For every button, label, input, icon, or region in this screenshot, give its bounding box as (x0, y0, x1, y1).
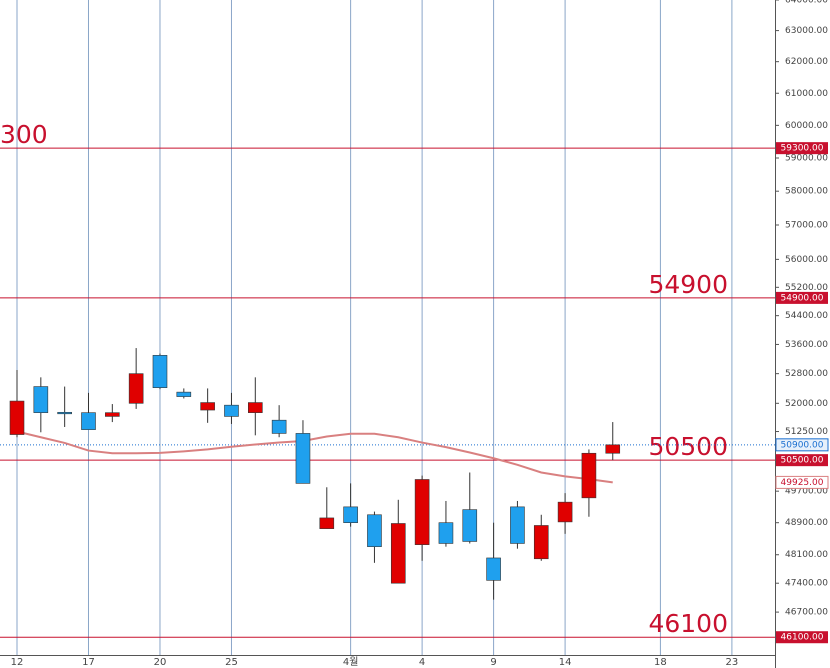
y-tick-label: 58000.00 (785, 187, 828, 197)
candle-body (605, 444, 621, 454)
candle-body (319, 517, 335, 529)
candle-body (295, 433, 311, 484)
price-tag-label: 59300.00 (781, 144, 824, 154)
candle-body (414, 479, 430, 545)
candle-body (486, 557, 501, 581)
y-tick-label: 48900.00 (785, 518, 828, 528)
level-label: 54900 (648, 270, 728, 299)
candle-body (367, 514, 382, 547)
candle-body (81, 412, 96, 430)
price-tag (776, 142, 828, 155)
price-tag (776, 454, 828, 467)
y-tick-label: 57000.00 (785, 220, 828, 230)
y-tick-label: 48100.00 (785, 550, 828, 560)
price-tag-label: 50900.00 (781, 440, 824, 450)
y-tick-label: 46700.00 (785, 608, 828, 618)
candle-body (533, 525, 549, 560)
x-tick-label: 17 (82, 657, 95, 668)
price-tag-label: 54900.00 (781, 293, 824, 303)
candle-body (271, 419, 287, 434)
candle-body (200, 402, 215, 411)
candle-body (581, 452, 597, 499)
y-tick-label: 60000.00 (785, 121, 828, 131)
candle-body (105, 412, 120, 417)
price-tag (776, 631, 828, 644)
candle-body (9, 400, 25, 435)
candle-body (224, 404, 239, 417)
price-tag-label: 50500.00 (781, 456, 824, 466)
y-tick-label: 62000.00 (785, 57, 828, 67)
price-tag (776, 291, 828, 304)
y-tick-label: 63000.00 (785, 26, 828, 36)
x-tick-label: 14 (559, 657, 572, 668)
candle-body (33, 386, 49, 413)
x-tick-label: 23 (726, 657, 739, 668)
x-tick-label: 4월 (343, 656, 359, 668)
x-tick-label: 9 (490, 657, 496, 668)
candle-body (176, 391, 192, 397)
x-tick-label: 20 (154, 657, 167, 668)
y-tick-label: 55200.00 (785, 283, 828, 293)
y-tick-label: 47400.00 (785, 579, 828, 589)
candle-body (343, 506, 358, 523)
y-tick-label: 53600.00 (785, 340, 828, 350)
x-tick-label: 4 (419, 657, 425, 668)
candle-body (390, 523, 406, 584)
y-tick-label: 52000.00 (785, 399, 828, 409)
candle-body (462, 509, 478, 542)
y-tick-label: 51250.00 (785, 427, 828, 437)
y-tick-label: 54400.00 (785, 311, 828, 321)
candle-body (152, 355, 168, 388)
level-label: 300 (0, 120, 48, 149)
level-label: 50500 (648, 432, 728, 461)
candle-body (557, 501, 573, 523)
price-tag (775, 475, 829, 489)
y-tick-label: 49700.00 (785, 487, 828, 497)
y-tick-label: 56000.00 (785, 255, 828, 265)
price-tag-label: 49925.00 (781, 478, 824, 488)
candle-body (510, 506, 525, 544)
y-tick-label: 59000.00 (785, 154, 828, 164)
price-tag (775, 438, 829, 452)
x-tick-label: 25 (225, 657, 238, 668)
candle-body (57, 411, 72, 415)
y-tick-label: 61000.00 (785, 89, 828, 99)
candle-body (438, 522, 454, 544)
x-tick-label: 18 (654, 657, 667, 668)
price-tag-label: 46100.00 (781, 633, 824, 643)
candle-body (248, 402, 263, 413)
x-tick-label: 12 (11, 657, 24, 668)
level-label: 46100 (648, 609, 728, 638)
candle-body (128, 373, 144, 404)
y-tick-label: 64000.00 (785, 0, 828, 6)
moving-average (16, 430, 613, 484)
y-tick-label: 52800.00 (785, 369, 828, 379)
